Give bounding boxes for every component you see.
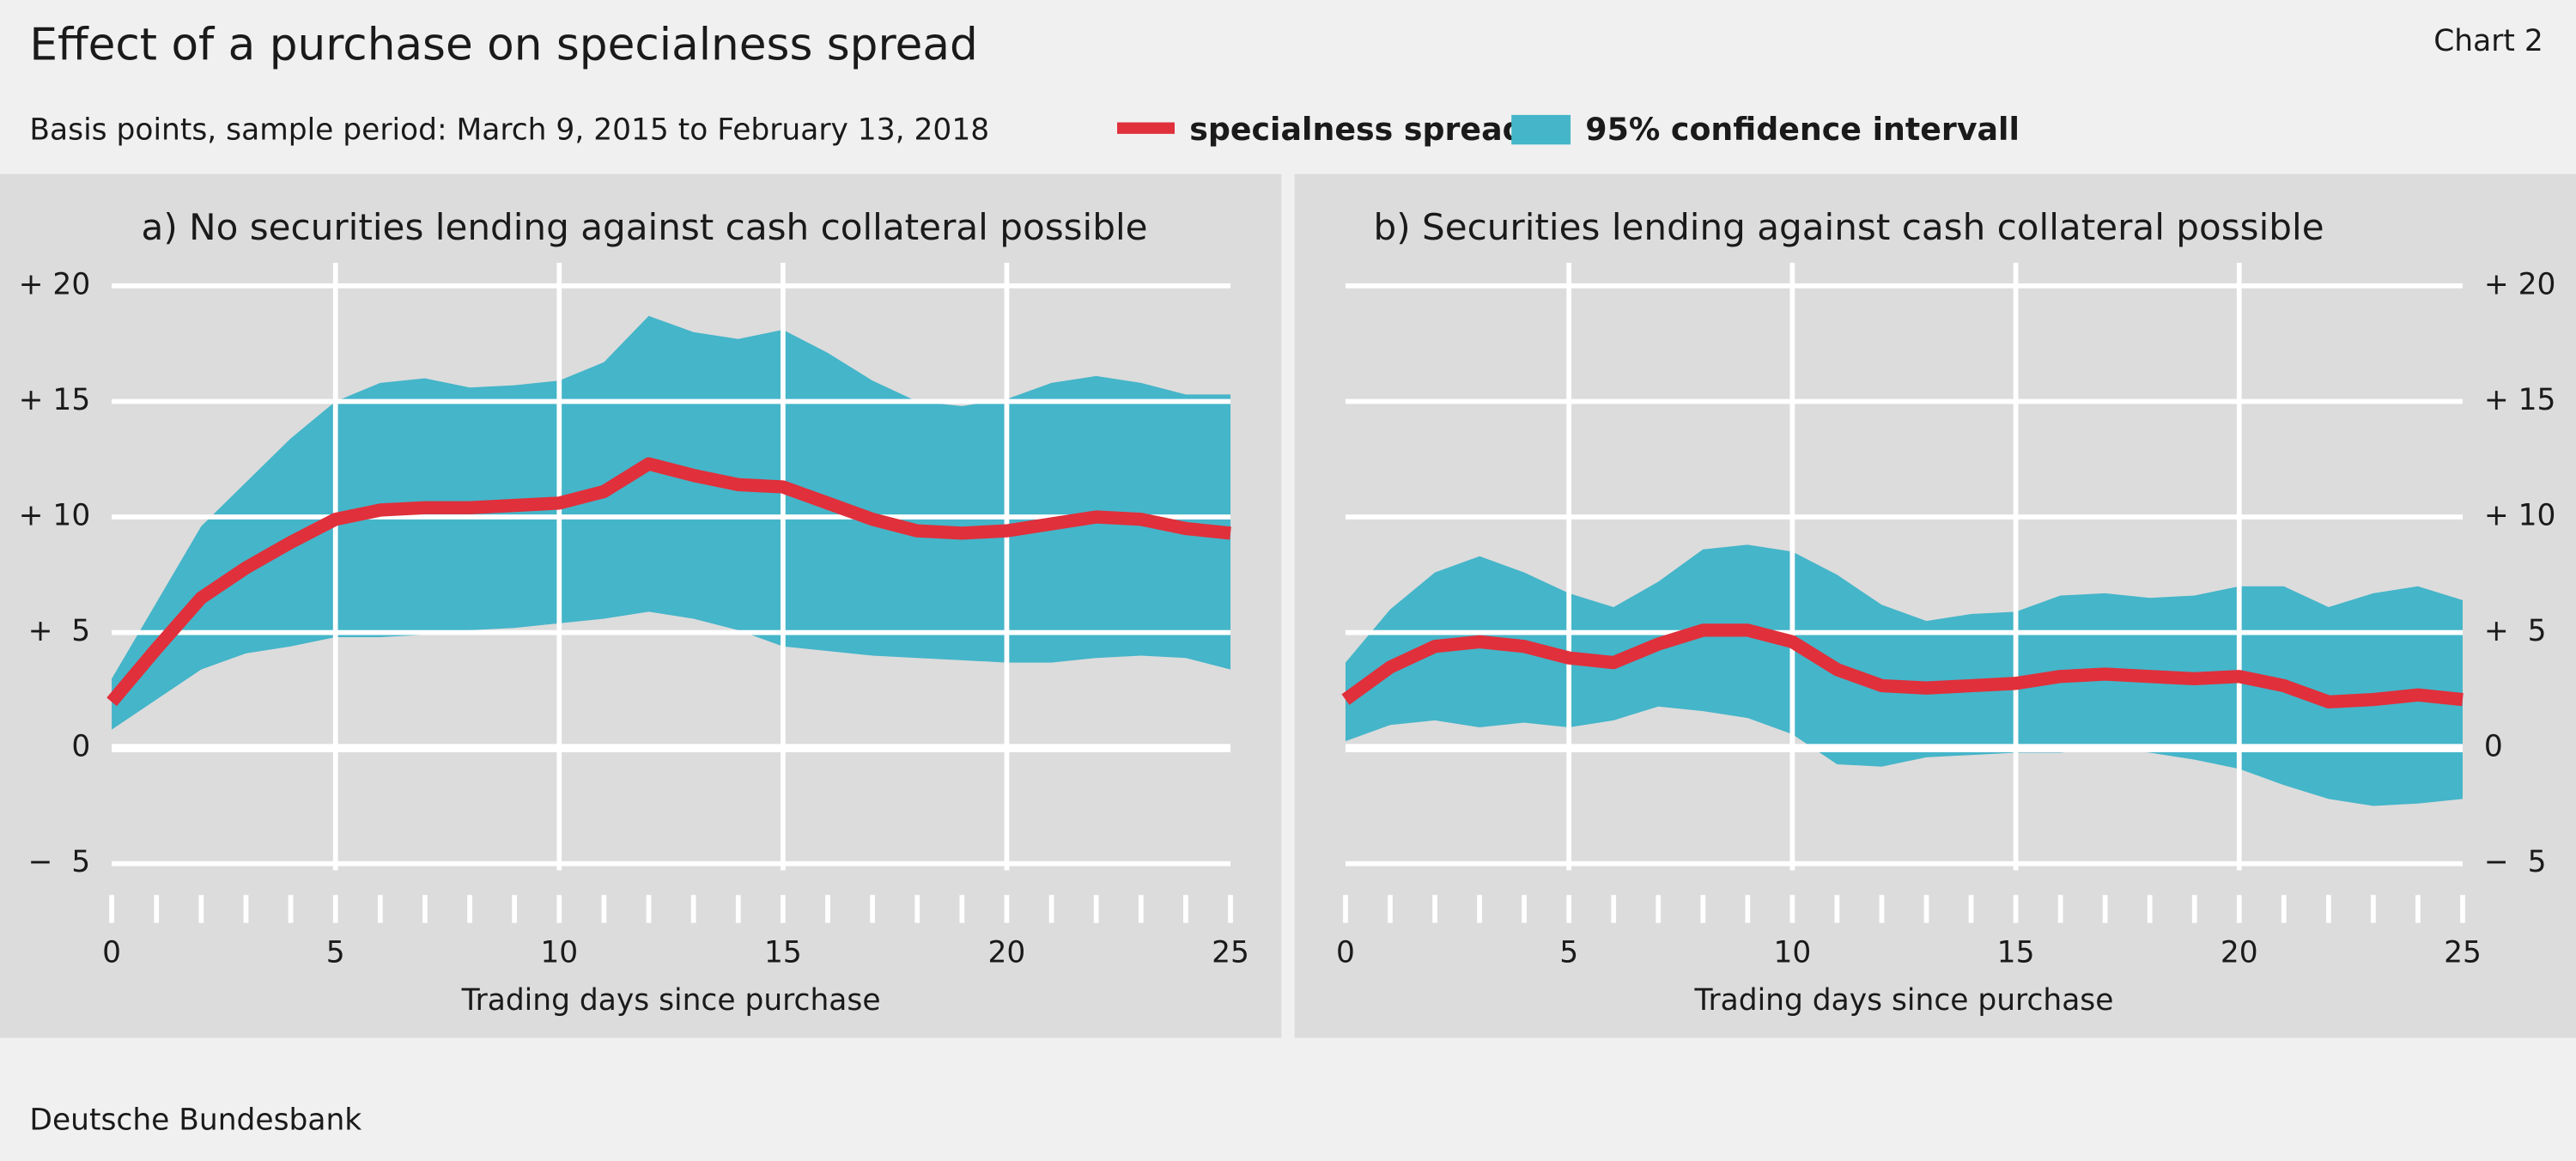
x-tick-label: 0: [102, 936, 121, 970]
x-axis-label: Trading days since purchase: [461, 983, 881, 1018]
legend-label: 95% confidence intervall: [1585, 111, 2020, 148]
legend-label: specialness spread: [1189, 111, 1524, 148]
x-tick-label: 10: [540, 936, 578, 970]
plots: a) No securities lending against cash co…: [19, 206, 2556, 1018]
title: Effect of a purchase on specialness spre…: [29, 19, 977, 70]
x-tick-label: 25: [2444, 936, 2482, 970]
panel-title: a) No securities lending against cash co…: [142, 206, 1148, 248]
y-tick-label: + 15: [2484, 383, 2556, 417]
x-tick-label: 10: [1773, 936, 1811, 970]
panel-title: b) Securities lending against cash colla…: [1373, 206, 2324, 248]
spread-line: [1341, 623, 2464, 708]
x-tick-label: 20: [2221, 936, 2258, 970]
y-tick-label: − 5: [28, 845, 91, 879]
source: Deutsche Bundesbank: [29, 1103, 361, 1138]
y-tick-label: + 20: [2484, 267, 2556, 301]
chart-label: Chart 2: [2433, 24, 2543, 58]
y-tick-label: + 15: [19, 383, 91, 417]
x-tick-label: 15: [1997, 936, 2035, 970]
confidence-band: [112, 315, 1231, 730]
x-tick-label: 0: [1336, 936, 1355, 970]
x-axis-label: Trading days since purchase: [1694, 983, 2114, 1018]
y-tick-label: + 10: [19, 499, 91, 533]
legend-band-swatch: [1511, 114, 1571, 145]
y-tick-label: + 5: [28, 614, 91, 648]
x-tick-label: 25: [1212, 936, 1249, 970]
x-tick-label: 5: [1559, 936, 1578, 970]
x-tick-label: 5: [326, 936, 345, 970]
y-tick-label: + 10: [2484, 499, 2556, 533]
subtitle: Basis points, sample period: March 9, 20…: [29, 112, 989, 147]
y-tick-label: + 5: [2484, 614, 2547, 648]
y-tick-label: 0: [71, 730, 90, 764]
y-tick-label: 0: [2484, 730, 2503, 764]
x-tick-label: 15: [764, 936, 802, 970]
spread-line: [106, 457, 1231, 707]
x-tick-label: 20: [988, 936, 1026, 970]
y-tick-label: − 5: [2484, 845, 2547, 879]
confidence-band: [1345, 544, 2463, 806]
y-tick-label: + 20: [19, 267, 91, 301]
